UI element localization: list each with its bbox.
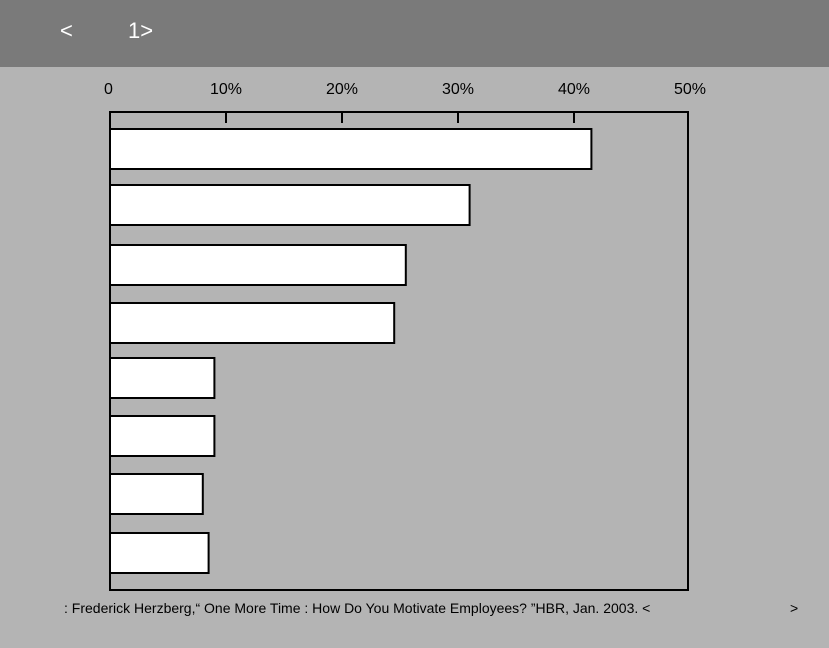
title-bar: < 1>	[0, 0, 829, 67]
page-number-label: 1>	[128, 18, 154, 43]
bar-5	[109, 357, 216, 399]
source-citation-end: >	[790, 600, 799, 616]
x-tick-label: 10%	[210, 81, 242, 98]
bar-chart: 0 10% 20% 30% 40% 50%	[104, 81, 706, 591]
bar-4	[109, 302, 396, 344]
bar-8	[109, 532, 210, 574]
bar-7	[109, 473, 204, 515]
x-tick-label: 0	[104, 81, 113, 98]
prev-page-label: <	[60, 18, 73, 43]
x-tick-label: 40%	[558, 81, 590, 98]
x-tick-label: 50%	[674, 81, 706, 98]
x-tick-label: 20%	[326, 81, 358, 98]
plot-frame	[109, 111, 689, 591]
x-axis: 0 10% 20% 30% 40% 50%	[104, 81, 706, 123]
bar-3	[109, 244, 407, 286]
source-citation: : Frederick Herzberg,“ One More Time : H…	[64, 600, 651, 616]
bar-2	[109, 184, 471, 226]
x-tick-label: 30%	[442, 81, 474, 98]
source-note: : Frederick Herzberg,“ One More Time : H…	[0, 600, 829, 648]
bars	[109, 128, 593, 574]
bar-1	[109, 128, 593, 170]
bar-6	[109, 415, 216, 457]
